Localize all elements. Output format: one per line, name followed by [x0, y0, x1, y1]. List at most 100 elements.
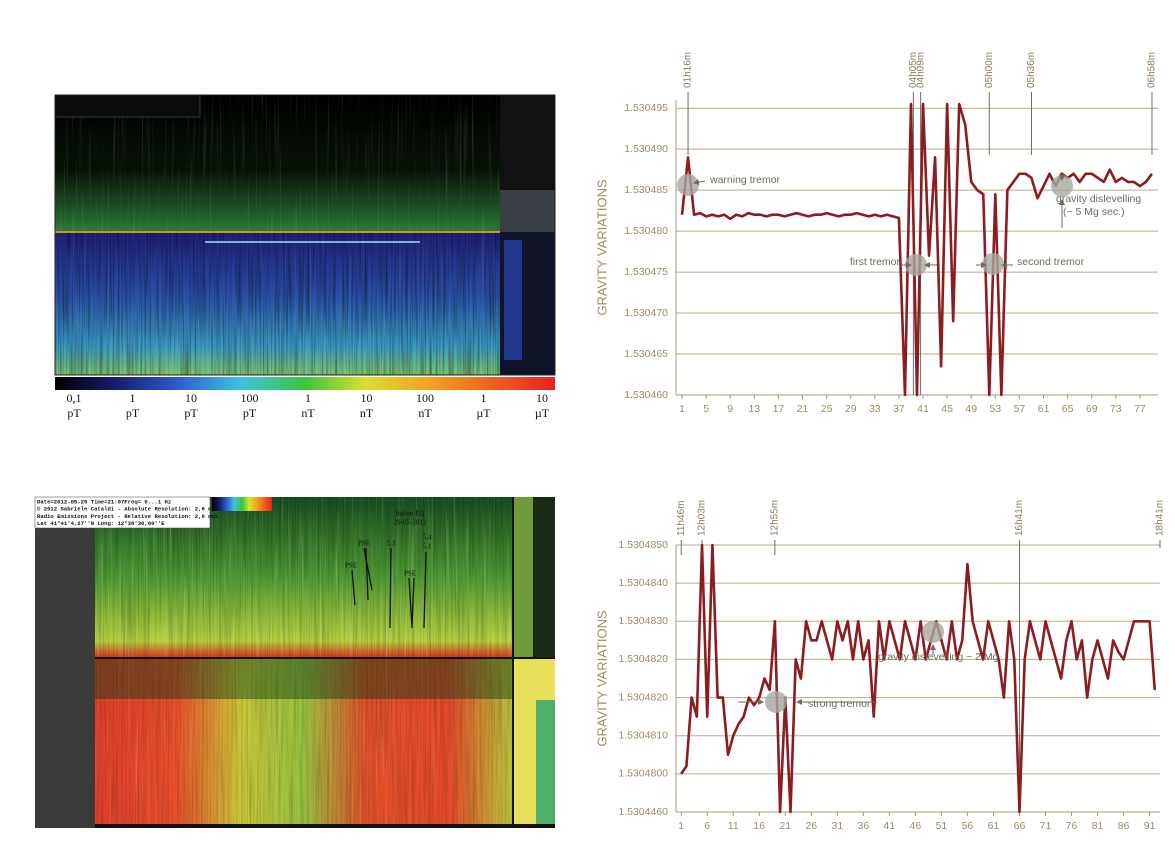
colorbar-unit: nT: [301, 406, 315, 420]
annotation: (~ 5 Mg sec.): [1063, 206, 1125, 218]
x-tick-label: 45: [941, 403, 953, 415]
side-histogram: [504, 240, 522, 360]
side-panel: [536, 700, 555, 824]
colorbar: [55, 377, 555, 390]
y-tick-label: 1.530485: [624, 184, 668, 196]
event-lines: [351, 547, 427, 629]
x-tick-label: 16: [753, 820, 765, 832]
spectrogram-bottom: [34, 496, 555, 828]
x-tick-label: 61: [988, 820, 1000, 832]
spectrogram-annotation: PSE: [358, 540, 370, 548]
x-tick-label: 1: [678, 820, 684, 832]
x-tick-label: 57: [1014, 403, 1026, 415]
x-tick-label: 9: [727, 403, 733, 415]
event-marker: [1051, 175, 1073, 197]
y-tick-label: 1.5304460: [618, 806, 668, 818]
y-tick-label: 1.530480: [624, 225, 668, 237]
y-tick-label: 1.530490: [624, 143, 668, 155]
x-tick-label: 41: [917, 403, 929, 415]
header-line: Date=2012-05-29 Time=21:07Freq= 0...1 Hz: [37, 498, 171, 505]
annotation: gravity dislevelling ~ 2 Mg: [878, 651, 999, 663]
spectrogram-texture: [55, 232, 500, 375]
line-chart: 1.5304460 1.5304800 1.5304810 1.5304820 1.53…: [594, 500, 1165, 832]
x-tick-label: 5: [703, 403, 709, 415]
annotation: strong tremor: [808, 698, 871, 710]
colorbar-unit: pT: [243, 406, 257, 420]
y-axis-label: GRAVITY VARIATIONS: [594, 610, 609, 747]
side-panel: [500, 190, 555, 232]
spectrogram-annotation: 29-05-2012: [394, 519, 427, 527]
x-tick-label: 46: [910, 820, 922, 832]
header-line: © 2012 Gabriele Cataldi - Absolute Resol…: [37, 506, 218, 513]
colorbar-value: 10: [536, 391, 548, 405]
x-tick-label: 81: [1092, 820, 1104, 832]
time-marker-label: 11h46m: [676, 501, 687, 536]
spectrogram-texture: [95, 659, 512, 824]
y-tick-label: 1.5304820: [618, 691, 668, 703]
colorbar-unit: µT: [535, 406, 550, 420]
colorbar-unit: pT: [126, 406, 140, 420]
x-tick-label: 26: [805, 820, 817, 832]
frame: [54, 94, 556, 376]
annotation: first tremor: [850, 256, 901, 268]
annotation: second tremor: [1017, 256, 1085, 268]
y-tick-label: 1.530470: [624, 307, 668, 319]
annotation-arrow: [693, 179, 706, 186]
time-marker-label: 01h16m: [683, 52, 694, 88]
time-marker-label: 04h05m: [908, 52, 919, 88]
colorbar-unit: nT: [418, 406, 432, 420]
y-tick-label: 1.5304820: [618, 653, 668, 665]
event-marker: [982, 253, 1004, 275]
y-tick-label: 1.5304800: [618, 768, 668, 780]
time-marker-label: 18h41m: [1155, 500, 1166, 536]
time-marker-label: 05h00m: [984, 52, 995, 88]
colorbar-value: 10: [185, 391, 197, 405]
y-tick-label: 1.530460: [624, 389, 668, 401]
colorbar-unit: µT: [476, 406, 491, 420]
x-tick-label: 21: [797, 403, 809, 415]
x-tick-label: 6: [704, 820, 710, 832]
x-tick-label: 25: [821, 403, 833, 415]
mini-colorbar: [212, 497, 272, 511]
spectrogram-texture: [55, 95, 500, 232]
event-marker: [905, 254, 927, 276]
y-tick-label: 1.5304840: [618, 577, 668, 589]
spectrogram-annotation: 5.1: [423, 543, 432, 551]
data-line: [680, 543, 1157, 814]
colorbar-value: 100: [241, 391, 259, 405]
x-tick-label: 66: [1014, 820, 1026, 832]
header-box: [54, 94, 201, 118]
x-tick-label: 61: [1038, 403, 1050, 415]
x-tick-label: 41: [884, 820, 896, 832]
y-tick-label: 1.5304810: [618, 729, 668, 741]
side-panel: [533, 497, 555, 657]
header-box: [34, 496, 211, 529]
x-tick-label: 21: [779, 820, 791, 832]
colorbar-unit: pT: [67, 406, 81, 420]
x-tick-label: 29: [845, 403, 857, 415]
x-tick-label: 76: [1066, 820, 1078, 832]
time-marker-label: 12h03m: [697, 500, 708, 536]
x-tick-label: 91: [1144, 820, 1156, 832]
spectrogram-annotation: 5.4: [423, 534, 432, 542]
x-tick-label: 31: [831, 820, 843, 832]
spectrogram-annotation: PSE: [404, 570, 416, 578]
header-line: Radio Emissions Project - Relative Resol…: [37, 513, 218, 520]
colorbar-value: 1: [130, 391, 136, 405]
time-marker-label: 04h09m: [915, 52, 926, 88]
colorbar-unit: nT: [360, 406, 374, 420]
y-tick-label: 1.5304830: [618, 615, 668, 627]
x-tick-label: 65: [1062, 403, 1074, 415]
x-tick-label: 77: [1134, 403, 1146, 415]
x-tick-label: 86: [1118, 820, 1130, 832]
x-tick-label: 69: [1086, 403, 1098, 415]
x-tick-label: 51: [936, 820, 948, 832]
event-marker: [677, 174, 699, 196]
spectrogram-annotation: 5.3: [387, 540, 396, 548]
event-marker: [922, 621, 944, 643]
annotation: gravity dislevelling: [1056, 193, 1141, 205]
x-tick-label: 17: [773, 403, 785, 415]
spectrogram-annotation: Italian EQ: [396, 510, 425, 518]
time-marker-label: 06h58m: [1147, 52, 1158, 88]
line-chart: 1.530460 1.530465 1.530470 1.530475 1.530480…: [594, 52, 1158, 415]
